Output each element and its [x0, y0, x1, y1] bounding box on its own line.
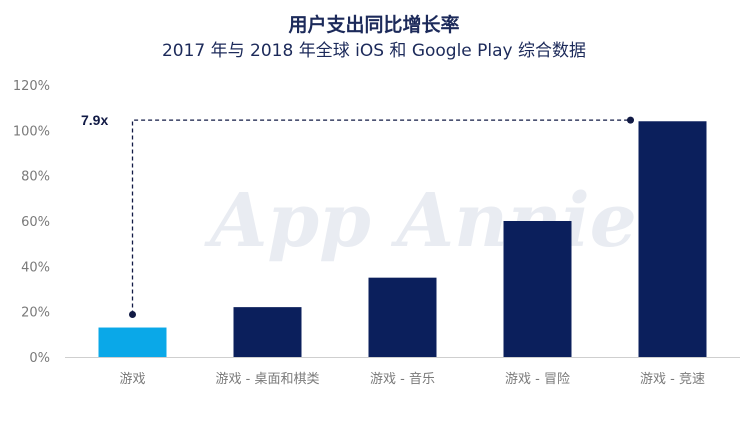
annotation-end-dot	[627, 116, 634, 124]
bar-2	[233, 307, 302, 357]
bar-5	[638, 121, 707, 358]
growth-annotation: 7.9x	[81, 112, 634, 319]
y-axis: 0% 20% 40% 60% 80% 100% 120%	[13, 79, 50, 366]
annotation-dashed-line	[131, 119, 631, 315]
chart-title: 用户支出同比增长率	[288, 14, 460, 36]
bars	[98, 121, 707, 358]
watermark-logo: App Annie	[204, 178, 637, 264]
y-tick-label: 120%	[13, 79, 50, 94]
bar-4	[503, 221, 572, 357]
x-axis-labels: 游戏 游戏 - 桌面和棋类 游戏 - 音乐 游戏 - 冒险 游戏 - 竞速	[119, 371, 704, 387]
y-tick-label: 40%	[21, 260, 50, 275]
annotation-label: 7.9x	[81, 112, 108, 128]
y-tick-label: 60%	[21, 215, 50, 230]
x-category-label: 游戏 - 冒险	[505, 372, 570, 387]
x-category-label: 游戏 - 音乐	[370, 371, 435, 387]
bar-1	[98, 327, 167, 357]
x-category-label: 游戏 - 竞速	[640, 371, 705, 387]
y-tick-label: 100%	[13, 124, 50, 139]
y-tick-label: 0%	[29, 351, 50, 366]
x-category-label: 游戏	[119, 372, 145, 387]
y-tick-label: 20%	[21, 306, 50, 321]
annotation-start-dot	[129, 311, 136, 319]
chart-subtitle: 2017 年与 2018 年全球 iOS 和 Google Play 综合数据	[161, 41, 587, 61]
x-category-label: 游戏 - 桌面和棋类	[216, 372, 320, 387]
y-tick-label: 80%	[21, 170, 50, 185]
bar-3	[368, 277, 437, 357]
